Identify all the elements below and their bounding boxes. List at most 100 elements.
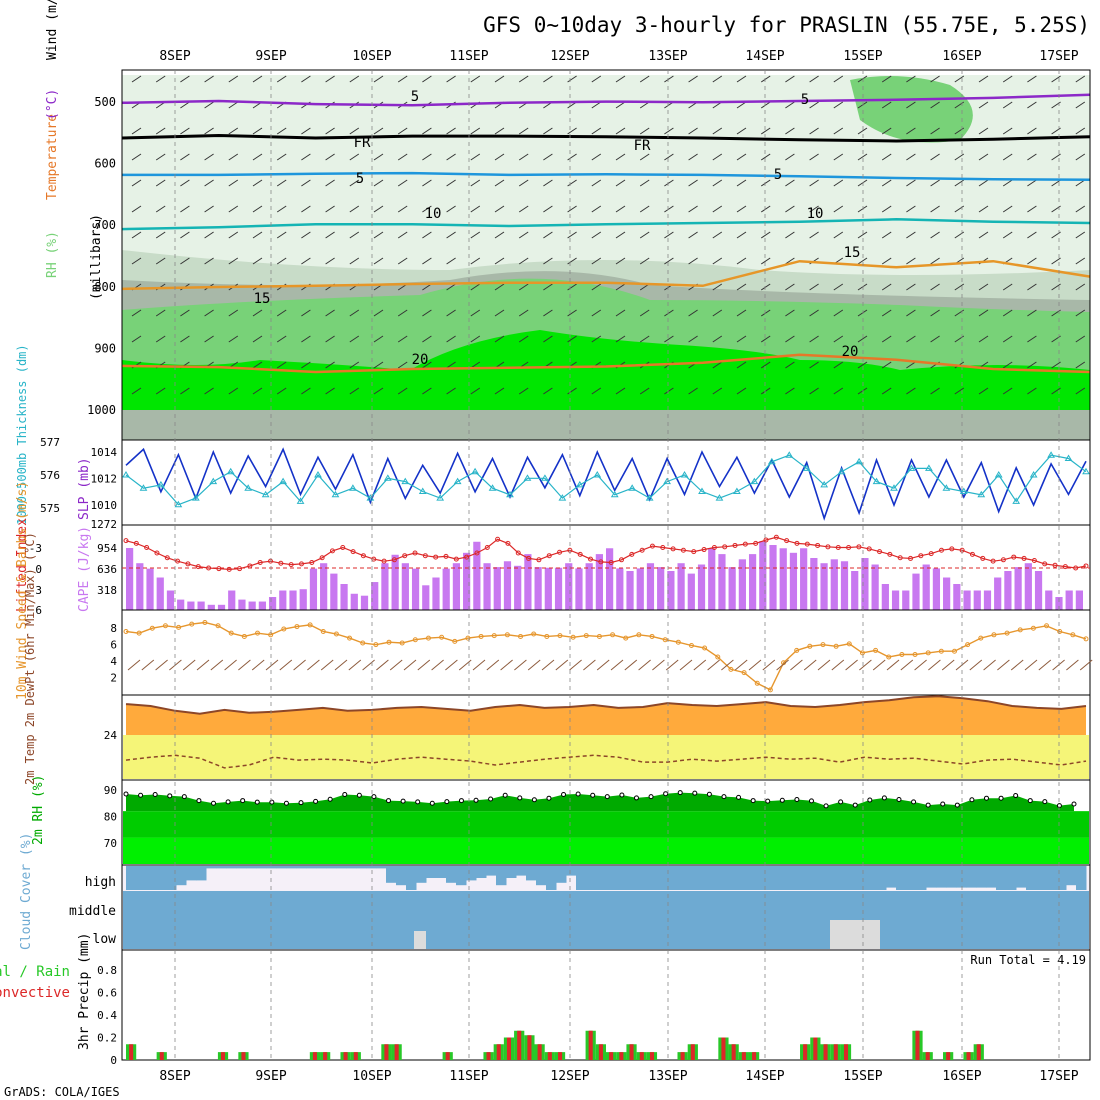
lifted-point: [1052, 562, 1058, 568]
rh-point: [196, 798, 202, 804]
wind-barb: [397, 153, 408, 161]
wind-barb: [494, 387, 505, 395]
wind-barb: [833, 205, 844, 213]
wind-barb: [809, 231, 819, 239]
wind-speed-point: [675, 639, 681, 645]
wind-barb: [664, 335, 674, 343]
wind-barb: [688, 205, 698, 213]
wind-barb: [252, 127, 263, 135]
wind-speed-point: [1083, 636, 1089, 642]
wind-barb: [978, 309, 989, 317]
thickness-point: [942, 484, 951, 491]
wind-barb: [809, 75, 819, 83]
wind-barb: [930, 257, 940, 265]
cloud-high-bar: [876, 866, 887, 890]
wind-speed-point: [255, 630, 261, 636]
wind-barb: [1027, 309, 1037, 317]
wind-barb: [881, 127, 892, 135]
cape-bar: [207, 604, 215, 610]
wind-barb: [131, 231, 142, 239]
lifted-point: [1083, 563, 1089, 569]
wind-barb: [180, 309, 190, 317]
wind-barb: [276, 309, 287, 317]
wind-barb: [785, 127, 795, 135]
wind-barb: [857, 361, 868, 369]
wind-barb: [639, 127, 650, 135]
cape-bar: [136, 563, 144, 610]
lifted-point: [1031, 557, 1037, 563]
wind-barb: [881, 257, 892, 265]
wind-barb: [688, 387, 698, 395]
wind-barb: [1075, 257, 1086, 265]
wind-barb: [930, 127, 940, 135]
wind-barb: [228, 387, 239, 395]
wind-barb: [639, 75, 650, 83]
cape-bar: [554, 567, 563, 610]
wind-barb: [978, 127, 989, 135]
rh-point: [1071, 801, 1077, 807]
wind-barb: [180, 257, 190, 265]
wind-speed-point: [649, 633, 655, 639]
wind-barb: [567, 387, 577, 395]
wind-barb: [397, 205, 408, 213]
wind-barb-10m: [389, 659, 403, 671]
cloud-high-bar: [516, 866, 527, 876]
cape-bar: [646, 563, 655, 610]
thickness-point: [959, 487, 968, 494]
wind-barb: [301, 127, 311, 135]
wind-barb: [785, 153, 795, 161]
isotherm-label: 15: [254, 291, 271, 307]
cloud-high-bar: [586, 866, 597, 890]
isotherm-line: [121, 353, 1091, 374]
cape-bar: [1014, 567, 1022, 610]
cape-bar: [360, 595, 369, 610]
wind-barb: [930, 179, 940, 187]
wind-barb: [906, 309, 916, 317]
thickness-point: [855, 457, 863, 465]
wind-speed-point: [978, 635, 984, 641]
wind-barb: [688, 335, 698, 343]
thickness-point: [471, 467, 479, 475]
wind-barb: [325, 127, 335, 135]
wind-barb: [543, 283, 553, 291]
wind-speed-point: [465, 635, 471, 641]
wind-barb: [1002, 127, 1013, 135]
cloud-high-bar: [186, 866, 197, 881]
wind-barb: [518, 309, 529, 317]
footer-credit: GrADS: COLA/IGES: [4, 1085, 120, 1099]
wind-barb: [785, 335, 795, 343]
wind-barb: [978, 387, 989, 395]
wind-barb: [180, 335, 190, 343]
lifted-point: [670, 546, 676, 552]
precip-conv-bar: [649, 1052, 654, 1060]
precip-conv-bar: [394, 1044, 399, 1060]
wind-barb: [736, 101, 747, 109]
wind-barb: [349, 231, 360, 239]
cloud-high-bar: [636, 866, 647, 890]
cloud-high-bar: [446, 866, 457, 883]
wind-barb: [446, 179, 456, 187]
wind-barb: [252, 335, 263, 343]
wind-barb: [567, 127, 577, 135]
precip-conv-bar: [833, 1044, 838, 1060]
wind-barb: [543, 127, 553, 135]
lifted-point: [309, 560, 315, 566]
wind-barb: [325, 205, 335, 213]
thickness-point: [680, 471, 689, 478]
wind-barb: [664, 205, 674, 213]
rh-tick: 90: [104, 784, 117, 797]
cape-tick: 636: [97, 563, 117, 576]
wind-barb: [712, 309, 723, 317]
wind-barb: [543, 75, 553, 83]
precip-conv-bar: [619, 1052, 624, 1060]
cloud-high-bar: [726, 866, 737, 890]
cape-tick: 954: [97, 542, 117, 555]
wind-barb-10m: [845, 659, 858, 671]
wind-barb: [1075, 335, 1086, 343]
wind-barb: [688, 231, 698, 239]
wind-barb: [615, 75, 626, 83]
wind-barb: [397, 231, 408, 239]
cape-bar: [330, 573, 338, 610]
thickness-point: [628, 484, 637, 491]
cape-bar: [891, 590, 900, 610]
